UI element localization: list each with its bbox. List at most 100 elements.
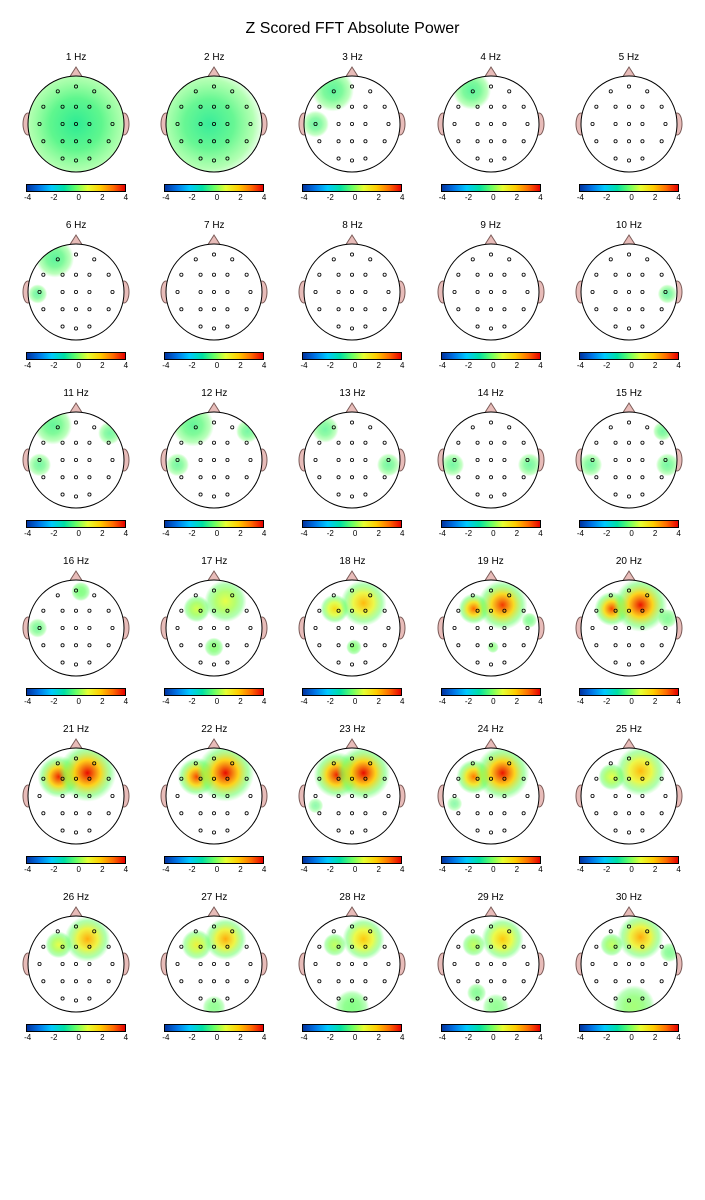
colorbar-tick: -2 — [50, 193, 57, 202]
colorbar-ticks: -4-2024 — [24, 193, 128, 202]
topomap-head — [22, 737, 130, 852]
colorbar-tick: 2 — [376, 361, 380, 370]
colorbar-tick: 0 — [215, 1033, 219, 1042]
colorbar-tick: 0 — [77, 529, 81, 538]
topomap-head — [575, 569, 683, 684]
colorbar-tick: 2 — [100, 193, 104, 202]
colorbar-gradient — [26, 688, 126, 696]
colorbar-ticks: -4-2024 — [439, 1033, 543, 1042]
colorbar-gradient — [26, 856, 126, 864]
colorbar-tick: -2 — [327, 1033, 334, 1042]
colorbar-tick: -2 — [603, 193, 610, 202]
colorbar-tick: 4 — [676, 361, 680, 370]
colorbar: -4-2024 — [26, 520, 126, 538]
colorbar-tick: 0 — [491, 865, 495, 874]
colorbar-tick: 2 — [653, 697, 657, 706]
colorbar-tick: 4 — [262, 361, 266, 370]
colorbar-gradient — [164, 1024, 264, 1032]
colorbar: -4-2024 — [579, 520, 679, 538]
colorbar: -4-2024 — [579, 184, 679, 202]
colorbar: -4-2024 — [26, 856, 126, 874]
colorbar-tick: -2 — [327, 697, 334, 706]
colorbar-tick: -2 — [465, 529, 472, 538]
colorbar-tick: 0 — [353, 1033, 357, 1042]
panel-label: 11 Hz — [63, 388, 88, 399]
topomap-head — [160, 65, 268, 180]
colorbar-tick: -4 — [577, 361, 584, 370]
topomap-panel: 18 Hz-4-2024 — [286, 556, 418, 706]
colorbar-tick: 4 — [400, 865, 404, 874]
topomap-head — [298, 737, 406, 852]
colorbar-ticks: -4-2024 — [300, 193, 404, 202]
colorbar-tick: 0 — [215, 193, 219, 202]
panel-label: 18 Hz — [339, 556, 365, 567]
colorbar-tick: 4 — [538, 361, 542, 370]
colorbar-tick: 0 — [629, 193, 633, 202]
colorbar-gradient — [164, 688, 264, 696]
topomap-head — [22, 569, 130, 684]
colorbar: -4-2024 — [164, 520, 264, 538]
colorbar-tick: 4 — [538, 529, 542, 538]
colorbar-tick: -2 — [465, 697, 472, 706]
colorbar-tick: -4 — [24, 1033, 31, 1042]
colorbar-tick: -2 — [603, 529, 610, 538]
colorbar-ticks: -4-2024 — [162, 193, 266, 202]
topomap-head — [160, 905, 268, 1020]
panel-label: 3 Hz — [342, 52, 363, 63]
colorbar-tick: -2 — [465, 1033, 472, 1042]
colorbar-tick: -2 — [50, 697, 57, 706]
colorbar-tick: -2 — [603, 1033, 610, 1042]
colorbar-tick: 0 — [629, 1033, 633, 1042]
topomap-panel: 12 Hz-4-2024 — [148, 388, 280, 538]
colorbar: -4-2024 — [302, 520, 402, 538]
colorbar-gradient — [579, 688, 679, 696]
topomap-panel: 20 Hz-4-2024 — [563, 556, 695, 706]
colorbar-tick: 2 — [100, 1033, 104, 1042]
topomap-panel: 25 Hz-4-2024 — [563, 724, 695, 874]
colorbar-tick: 2 — [376, 697, 380, 706]
colorbar-tick: 4 — [538, 193, 542, 202]
colorbar-tick: 4 — [676, 865, 680, 874]
panel-label: 22 Hz — [201, 724, 227, 735]
colorbar-tick: 4 — [262, 865, 266, 874]
colorbar-tick: 2 — [238, 361, 242, 370]
colorbar-gradient — [26, 184, 126, 192]
topomap-head — [575, 233, 683, 348]
colorbar-ticks: -4-2024 — [24, 865, 128, 874]
colorbar-tick: -4 — [300, 1033, 307, 1042]
panel-label: 4 Hz — [480, 52, 501, 63]
colorbar: -4-2024 — [579, 856, 679, 874]
colorbar-gradient — [441, 1024, 541, 1032]
colorbar-tick: -2 — [189, 361, 196, 370]
topomap-panel: 23 Hz-4-2024 — [286, 724, 418, 874]
colorbar-tick: 4 — [538, 697, 542, 706]
colorbar-tick: 0 — [353, 865, 357, 874]
panel-label: 24 Hz — [478, 724, 504, 735]
colorbar-tick: 2 — [100, 529, 104, 538]
colorbar-tick: -4 — [577, 193, 584, 202]
panel-label: 1 Hz — [66, 52, 87, 63]
colorbar-tick: 2 — [376, 193, 380, 202]
colorbar-tick: -2 — [327, 193, 334, 202]
colorbar-tick: -2 — [327, 865, 334, 874]
colorbar-tick: 0 — [491, 193, 495, 202]
colorbar-tick: 2 — [515, 193, 519, 202]
colorbar: -4-2024 — [164, 688, 264, 706]
colorbar-tick: 2 — [238, 193, 242, 202]
colorbar-ticks: -4-2024 — [300, 1033, 404, 1042]
colorbar-tick: -4 — [24, 697, 31, 706]
colorbar-tick: -4 — [300, 529, 307, 538]
panel-label: 5 Hz — [619, 52, 640, 63]
topomap-head — [160, 569, 268, 684]
colorbar-tick: 4 — [400, 697, 404, 706]
colorbar-tick: 2 — [238, 529, 242, 538]
topomap-head — [437, 233, 545, 348]
colorbar-tick: -2 — [50, 529, 57, 538]
colorbar-tick: -2 — [189, 529, 196, 538]
colorbar-tick: -4 — [162, 529, 169, 538]
colorbar-tick: 0 — [353, 193, 357, 202]
topomap-panel: 24 Hz-4-2024 — [425, 724, 557, 874]
panel-label: 17 Hz — [201, 556, 227, 567]
colorbar-tick: 2 — [515, 1033, 519, 1042]
colorbar-tick: -2 — [327, 361, 334, 370]
